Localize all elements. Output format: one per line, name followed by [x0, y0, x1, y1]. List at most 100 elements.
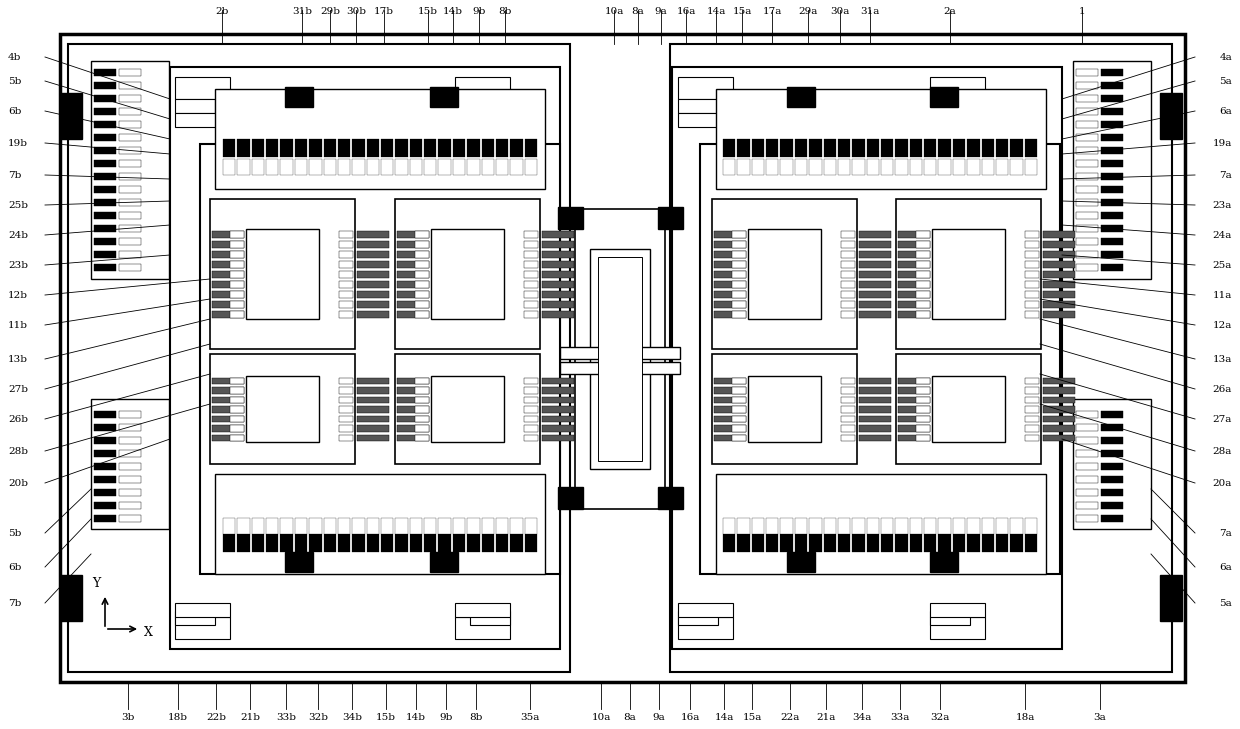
Text: 29b: 29b: [320, 7, 340, 16]
Bar: [231, 397, 244, 403]
Bar: [415, 311, 429, 318]
Bar: [170, 67, 560, 649]
Text: 33b: 33b: [277, 713, 296, 722]
Bar: [175, 113, 229, 127]
Bar: [732, 378, 746, 384]
Text: 29a: 29a: [799, 7, 817, 16]
Bar: [916, 231, 930, 238]
Bar: [523, 425, 538, 432]
Bar: [453, 534, 465, 552]
Bar: [68, 44, 570, 672]
Bar: [94, 238, 117, 245]
Bar: [415, 251, 429, 258]
Bar: [898, 311, 930, 318]
Bar: [658, 487, 683, 509]
Bar: [1043, 301, 1075, 308]
Bar: [231, 425, 244, 432]
Bar: [542, 406, 574, 413]
Bar: [1076, 173, 1097, 180]
Bar: [119, 489, 141, 496]
Text: 5a: 5a: [1219, 599, 1233, 607]
Bar: [415, 425, 429, 432]
Bar: [898, 425, 930, 432]
Text: 28b: 28b: [7, 446, 29, 456]
Bar: [895, 139, 908, 157]
Bar: [930, 552, 959, 572]
Bar: [982, 139, 994, 157]
Text: 8a: 8a: [631, 7, 645, 16]
Bar: [231, 311, 244, 318]
Text: 27a: 27a: [1213, 415, 1233, 424]
Bar: [714, 231, 746, 238]
Bar: [1011, 534, 1023, 552]
Bar: [1101, 225, 1123, 232]
Bar: [357, 251, 389, 258]
Bar: [714, 311, 746, 318]
Bar: [542, 397, 574, 403]
Bar: [1076, 515, 1097, 522]
Bar: [714, 271, 746, 278]
Bar: [1076, 251, 1097, 258]
Text: 9a: 9a: [652, 713, 666, 722]
Bar: [982, 518, 994, 534]
Bar: [397, 281, 429, 288]
Bar: [996, 518, 1008, 534]
Bar: [1076, 411, 1097, 418]
Bar: [60, 93, 82, 139]
Text: 26b: 26b: [7, 415, 29, 424]
Text: 26a: 26a: [1213, 384, 1233, 394]
Text: 24b: 24b: [7, 230, 29, 240]
Text: 6b: 6b: [7, 563, 21, 572]
Bar: [1043, 397, 1075, 403]
Bar: [1076, 437, 1097, 444]
Bar: [397, 425, 429, 432]
Bar: [357, 378, 389, 384]
Bar: [1043, 378, 1075, 384]
Bar: [175, 99, 215, 113]
Bar: [1101, 264, 1123, 271]
Bar: [119, 173, 141, 180]
Text: 1: 1: [1079, 7, 1085, 16]
Bar: [1076, 238, 1097, 245]
Bar: [1025, 231, 1039, 238]
Bar: [1043, 425, 1075, 432]
Bar: [898, 271, 930, 278]
Text: Y: Y: [92, 577, 100, 590]
Bar: [898, 281, 930, 288]
Bar: [212, 271, 244, 278]
Bar: [952, 518, 965, 534]
Bar: [339, 416, 353, 422]
Bar: [252, 139, 264, 157]
Bar: [859, 397, 892, 403]
Bar: [859, 425, 892, 432]
Bar: [324, 534, 336, 552]
Bar: [252, 159, 264, 175]
Bar: [175, 611, 215, 625]
Bar: [952, 159, 965, 175]
Bar: [94, 147, 117, 154]
Bar: [481, 518, 494, 534]
Bar: [780, 159, 792, 175]
Bar: [231, 301, 244, 308]
Bar: [415, 416, 429, 422]
Bar: [542, 281, 574, 288]
Bar: [367, 139, 379, 157]
Bar: [1076, 160, 1097, 167]
Bar: [787, 552, 815, 572]
Bar: [841, 261, 856, 268]
Bar: [1101, 173, 1123, 180]
Bar: [898, 397, 930, 403]
Bar: [285, 87, 312, 107]
Text: 16a: 16a: [676, 7, 696, 16]
Bar: [352, 534, 365, 552]
Bar: [939, 139, 951, 157]
Bar: [1101, 212, 1123, 219]
Bar: [231, 291, 244, 298]
Text: 20b: 20b: [7, 478, 29, 488]
Bar: [910, 139, 923, 157]
Bar: [560, 362, 680, 374]
Bar: [212, 416, 244, 422]
Bar: [119, 134, 141, 141]
Text: 4a: 4a: [1219, 52, 1233, 61]
Bar: [119, 424, 141, 431]
